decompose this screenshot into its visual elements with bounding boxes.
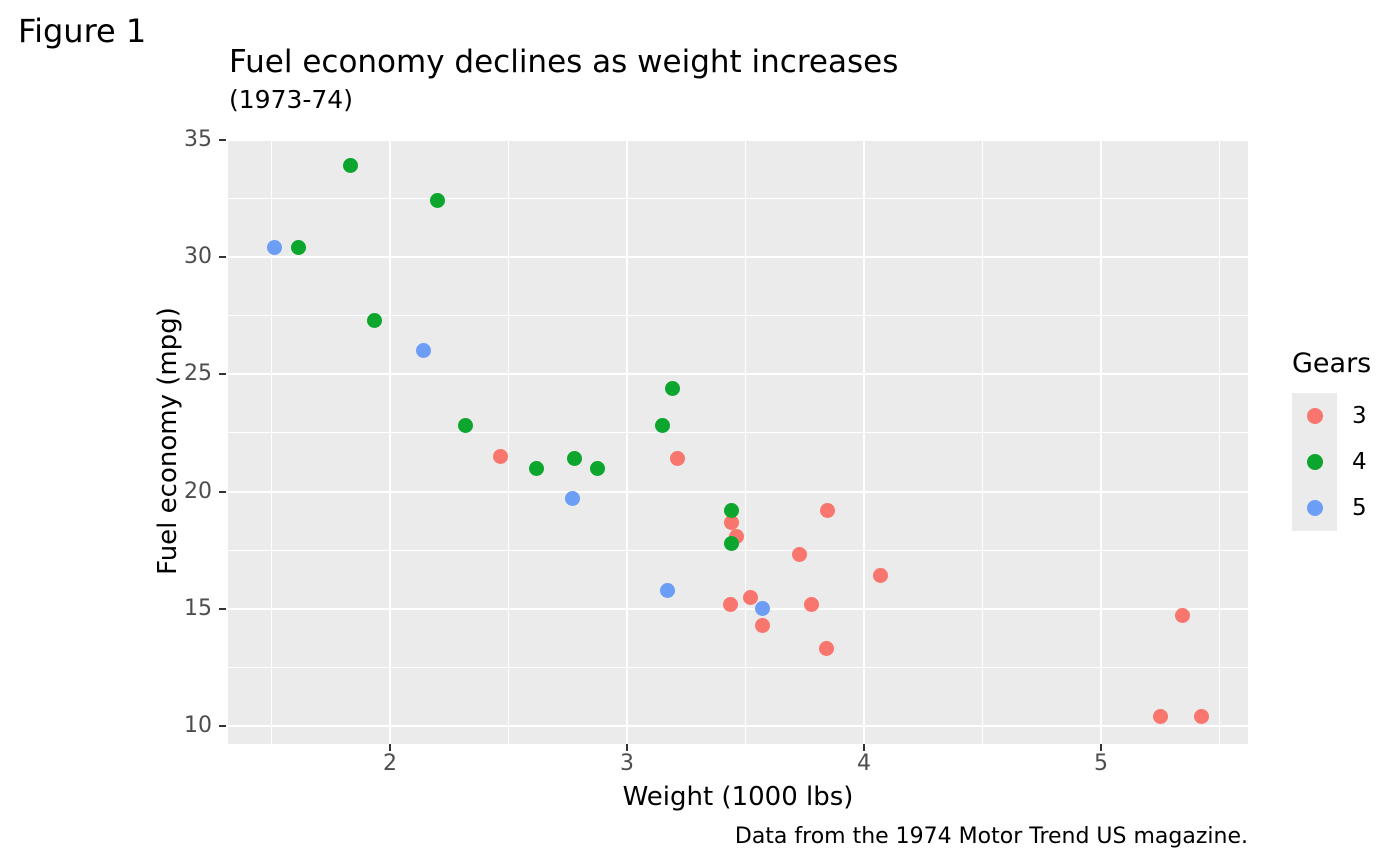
- y-tick-mark: [219, 607, 226, 610]
- y-tick-mark: [219, 139, 226, 141]
- data-point: [723, 514, 739, 530]
- data-point: [267, 240, 283, 256]
- data-point: [659, 582, 675, 598]
- data-point: [1193, 709, 1209, 725]
- data-point: [1175, 608, 1191, 624]
- x-tick-mark: [1099, 744, 1102, 751]
- y-tick-label: 25: [184, 361, 212, 387]
- y-tick-label: 30: [184, 244, 212, 270]
- minor-gridline-y: [228, 666, 1248, 668]
- data-point: [742, 589, 758, 605]
- data-point: [343, 158, 359, 174]
- legend-key-label: 3: [1352, 403, 1367, 429]
- x-axis-title: Weight (1000 lbs): [622, 782, 854, 812]
- caption: Data from the 1974 Motor Trend US magazi…: [734, 824, 1248, 849]
- x-tick-label: 5: [1093, 751, 1108, 776]
- y-tick-label: 10: [184, 712, 212, 738]
- data-point: [458, 418, 474, 434]
- data-point: [492, 448, 508, 464]
- data-point: [564, 491, 580, 507]
- y-tick-mark: [219, 724, 226, 727]
- data-point: [429, 193, 445, 209]
- chart-title: Fuel economy declines as weight increase…: [229, 44, 899, 80]
- major-gridline-y: [228, 490, 1248, 493]
- data-point: [589, 460, 605, 476]
- data-point: [291, 240, 307, 256]
- legend-title: Gears: [1292, 348, 1372, 379]
- minor-gridline-x: [981, 139, 983, 744]
- data-point: [722, 596, 738, 612]
- data-point: [723, 502, 739, 518]
- x-tick-label: 2: [382, 751, 397, 776]
- minor-gridline-x: [1218, 139, 1220, 744]
- data-point: [804, 596, 820, 612]
- legend-key-dot: [1306, 454, 1323, 470]
- data-point: [754, 601, 770, 617]
- minor-gridline-y: [228, 198, 1248, 200]
- y-tick-label: 35: [184, 127, 212, 152]
- legend-key-label: 4: [1352, 449, 1367, 475]
- x-tick-mark: [388, 744, 391, 751]
- x-tick-mark: [862, 744, 865, 751]
- y-tick-label: 20: [184, 478, 212, 504]
- minor-gridline-y: [228, 432, 1248, 434]
- data-point: [792, 547, 808, 563]
- minor-gridline-x: [507, 139, 509, 744]
- major-gridline-x: [388, 139, 391, 744]
- major-gridline-y: [228, 256, 1248, 259]
- major-gridline-x: [625, 139, 628, 744]
- data-point: [567, 451, 583, 467]
- y-tick-mark: [219, 373, 226, 376]
- y-tick-label: 15: [184, 595, 212, 621]
- legend-key-dot: [1306, 408, 1323, 424]
- data-point: [873, 568, 889, 584]
- legend-key: [1292, 439, 1337, 485]
- y-tick-mark: [219, 256, 226, 259]
- legend-key: [1292, 485, 1337, 531]
- minor-gridline-y: [228, 315, 1248, 317]
- major-gridline-y: [228, 607, 1248, 610]
- legend-key: [1292, 393, 1337, 439]
- y-tick-mark: [219, 490, 226, 493]
- legend-key-dot: [1306, 500, 1323, 516]
- legend-key-label: 5: [1352, 495, 1367, 521]
- y-axis-title: Fuel economy (mpg): [153, 307, 183, 575]
- chart-subtitle: (1973-74): [229, 85, 353, 114]
- major-gridline-y: [228, 724, 1248, 727]
- data-point: [415, 343, 431, 359]
- data-point: [529, 460, 545, 476]
- minor-gridline-x: [744, 139, 746, 744]
- data-point: [754, 617, 770, 633]
- data-point: [1152, 709, 1168, 725]
- x-tick-label: 3: [619, 751, 634, 776]
- x-tick-mark: [625, 744, 628, 751]
- data-point: [655, 418, 671, 434]
- data-point: [818, 641, 834, 657]
- major-gridline-y: [228, 373, 1248, 376]
- x-tick-label: 4: [856, 751, 871, 776]
- major-gridline-x: [862, 139, 865, 744]
- figure-tag: Figure 1: [18, 12, 147, 50]
- minor-gridline-x: [270, 139, 272, 744]
- data-point: [367, 312, 383, 328]
- plot-panel: [228, 139, 1248, 744]
- major-gridline-x: [1099, 139, 1102, 744]
- data-point: [819, 502, 835, 518]
- major-gridline-y: [228, 139, 1248, 141]
- minor-gridline-y: [228, 549, 1248, 551]
- data-point: [723, 535, 739, 551]
- data-point: [670, 451, 686, 467]
- data-point: [664, 380, 680, 396]
